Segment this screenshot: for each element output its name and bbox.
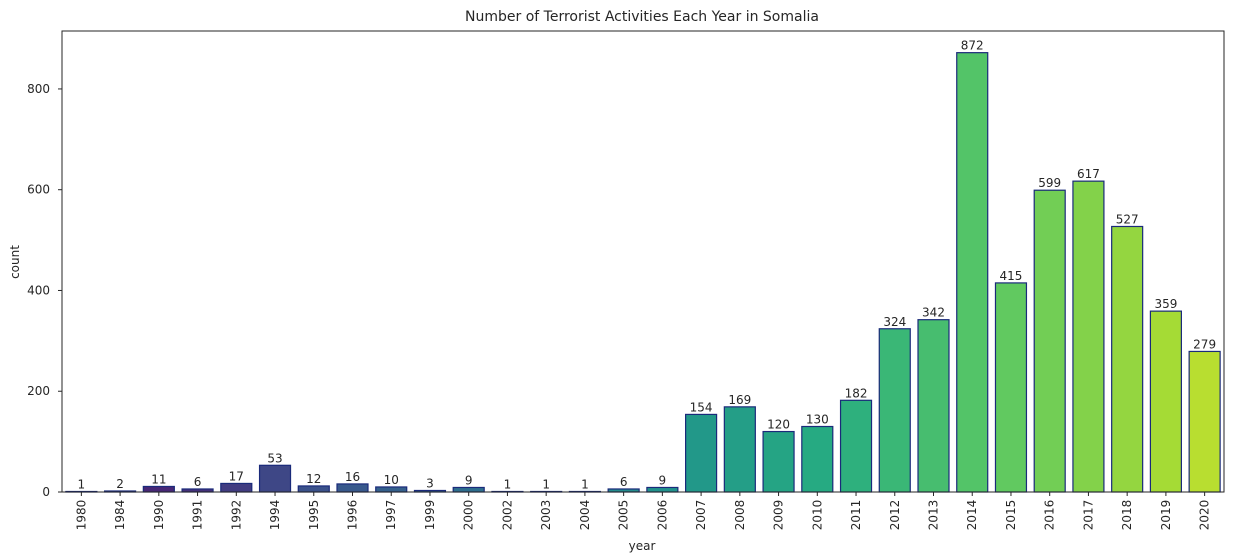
y-axis-label: count: [8, 245, 22, 279]
bar-2010: [801, 425, 834, 493]
x-tick-label-2013: 2013: [927, 500, 941, 531]
x-tick-label-2008: 2008: [733, 500, 747, 531]
y-tick-label: 400: [27, 283, 50, 297]
data-label-2012: 324: [883, 315, 906, 329]
x-axis-label: year: [629, 539, 656, 553]
x-tick-label-2020: 2020: [1198, 500, 1212, 531]
bar-2019: [1149, 310, 1182, 493]
y-axis: 0 200 400 600 800: [27, 82, 62, 499]
bar-2017: [1072, 180, 1105, 493]
x-tick-label-2011: 2011: [849, 500, 863, 531]
y-tick-label: 0: [42, 485, 50, 499]
bar-2018: [1111, 225, 1144, 493]
bar-2000: [452, 486, 485, 493]
y-tick-label: 800: [27, 82, 50, 96]
bar-2016: [1033, 189, 1066, 493]
y-tick-label: 600: [27, 183, 50, 197]
data-label-2020: 279: [1193, 337, 1216, 351]
data-label-2015: 415: [1000, 269, 1023, 283]
x-tick-label-2018: 2018: [1120, 500, 1134, 531]
data-label-1990: 11: [151, 472, 166, 486]
data-label-2011: 182: [845, 386, 868, 400]
x-tick-label-1999: 1999: [423, 500, 437, 531]
x-tick-label-2009: 2009: [772, 500, 786, 531]
data-label-2004: 1: [581, 477, 589, 491]
x-tick-label-1992: 1992: [229, 500, 243, 531]
bar-2020: [1188, 350, 1221, 493]
bar-1997: [375, 486, 408, 493]
data-label-2016: 599: [1038, 176, 1061, 190]
data-label-2017: 617: [1077, 167, 1100, 181]
data-label-1995: 12: [306, 472, 321, 486]
x-tick-label-2016: 2016: [1043, 500, 1057, 531]
data-label-1994: 53: [267, 451, 282, 465]
x-tick-label-2006: 2006: [655, 500, 669, 531]
bar-2011: [839, 399, 873, 493]
x-tick-label-2012: 2012: [888, 500, 902, 531]
chart-title: Number of Terrorist Activities Each Year…: [465, 9, 819, 25]
data-label-1991: 6: [194, 475, 202, 489]
x-tick-label-1991: 1991: [191, 500, 205, 531]
x-tick-label-2015: 2015: [1004, 500, 1018, 531]
x-tick-label-1994: 1994: [268, 500, 282, 531]
x-tick-label-2004: 2004: [578, 500, 592, 531]
bar-2008: [723, 406, 756, 493]
data-label-1999: 3: [426, 476, 434, 490]
data-label-2000: 9: [465, 473, 473, 487]
x-tick-label-2003: 2003: [539, 500, 553, 531]
data-label-1992: 17: [229, 469, 244, 483]
data-label-2010: 130: [806, 413, 829, 427]
bar-2012: [878, 328, 911, 493]
bar-1996: [336, 483, 369, 493]
data-label-2007: 154: [690, 400, 713, 414]
plot-frame: [61, 30, 1225, 493]
x-tick-label-1984: 1984: [113, 500, 127, 531]
data-label-2018: 527: [1116, 212, 1139, 226]
x-tick-label-2014: 2014: [965, 500, 979, 531]
data-label-2014: 872: [961, 39, 984, 53]
data-label-1980: 1: [78, 477, 86, 491]
bar-2009: [762, 430, 795, 493]
x-tick-label-1980: 1980: [74, 500, 88, 531]
data-label-2008: 169: [728, 393, 751, 407]
data-label-2002: 1: [504, 477, 512, 491]
x-tick-label-2010: 2010: [810, 500, 824, 531]
x-tick-label-2002: 2002: [500, 500, 514, 531]
x-tick-label-2007: 2007: [694, 500, 708, 531]
bar-1990: [142, 485, 175, 493]
y-tick-label: 200: [27, 384, 50, 398]
bar-2007: [685, 413, 718, 493]
data-label-1984: 2: [116, 477, 124, 491]
bar-1995: [297, 485, 330, 493]
x-tick-label-2017: 2017: [1081, 500, 1095, 531]
bar-1994: [258, 464, 292, 493]
x-tick-label-2019: 2019: [1159, 500, 1173, 531]
data-label-2005: 6: [620, 475, 628, 489]
x-axis: 1980 1984 1990 1991 1992 1994 1995 1996 1997 1999…: [74, 492, 1212, 531]
x-tick-label-1996: 1996: [346, 500, 360, 531]
bar-2014: [956, 52, 989, 493]
data-label-1996: 16: [345, 470, 360, 484]
data-label-2013: 342: [922, 306, 945, 320]
x-tick-label-2000: 2000: [462, 500, 476, 531]
data-label-1997: 10: [384, 473, 399, 487]
bar-1992: [220, 482, 253, 493]
data-label-2009: 120: [767, 418, 790, 432]
x-tick-label-1995: 1995: [307, 500, 321, 531]
x-tick-label-1990: 1990: [152, 500, 166, 531]
x-tick-label-1997: 1997: [384, 500, 398, 531]
bar-2006: [646, 486, 679, 493]
bar-2013: [917, 319, 950, 493]
bar-2015: [994, 282, 1028, 493]
data-label-2019: 359: [1154, 297, 1177, 311]
data-label-2003: 1: [542, 477, 550, 491]
data-label-2006: 9: [659, 473, 667, 487]
x-tick-label-2005: 2005: [617, 500, 631, 531]
